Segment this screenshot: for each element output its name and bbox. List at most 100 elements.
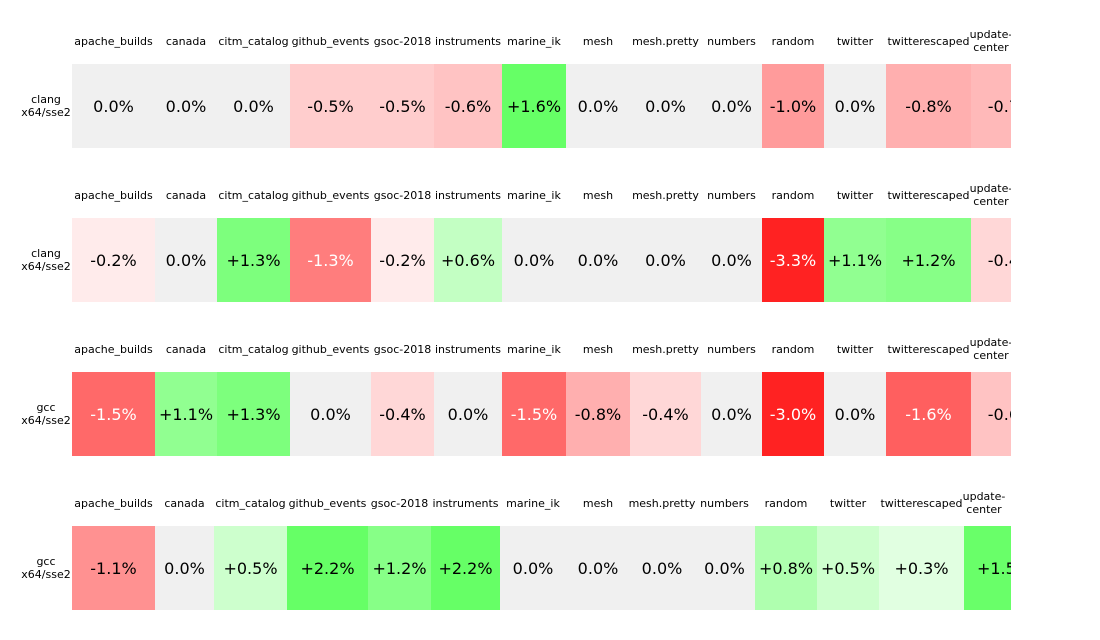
column-header: gsoc-2018 bbox=[373, 35, 432, 48]
column-header: canada bbox=[164, 497, 205, 510]
heatmap-cell: 0.0% bbox=[630, 218, 701, 302]
heatmap-cell: -1.3% bbox=[290, 218, 371, 302]
column-header: mesh.pretty bbox=[628, 497, 696, 510]
column-header: gsoc-2018 bbox=[373, 189, 432, 202]
heatmap-cell: +1.2% bbox=[368, 526, 431, 610]
column-header: numbers bbox=[707, 189, 756, 202]
heatmap-cell: 0.0% bbox=[630, 64, 701, 148]
heatmap-cell: +1.1% bbox=[155, 372, 217, 456]
column-header: update-center bbox=[962, 490, 1006, 516]
heatmap-cell: -0.2% bbox=[371, 218, 434, 302]
heatmap-cell: -0.4% bbox=[630, 372, 701, 456]
heatmap-cell: -0.7% bbox=[971, 64, 1011, 148]
column-header: twitter bbox=[829, 497, 867, 510]
arch: x64/sse2 bbox=[21, 260, 71, 273]
heatmap-cell: +0.8% bbox=[755, 526, 817, 610]
column-header: instruments bbox=[434, 35, 502, 48]
heatmap-cell: 0.0% bbox=[155, 64, 217, 148]
column-header: canada bbox=[165, 35, 207, 48]
heatmap-cell: 0.0% bbox=[824, 372, 886, 456]
heatmap-cell: 0.0% bbox=[824, 64, 886, 148]
compiler: gcc bbox=[36, 401, 56, 414]
arch: x64/sse2 bbox=[21, 414, 71, 427]
column-header: mesh.pretty bbox=[632, 189, 699, 202]
heatmap-cell: +0.3% bbox=[879, 526, 964, 610]
heatmap-cell: +1.3% bbox=[217, 372, 290, 456]
column-header: numbers bbox=[707, 343, 756, 356]
column-header: random bbox=[764, 497, 808, 510]
heatmap-cell: 0.0% bbox=[502, 218, 566, 302]
column-header: mesh.pretty bbox=[632, 35, 699, 48]
column-header: apache_builds bbox=[74, 343, 153, 356]
column-header: numbers bbox=[707, 35, 756, 48]
column-header: twitterescaped bbox=[887, 343, 970, 356]
heatmap-cell: 0.0% bbox=[217, 64, 290, 148]
heatmap-cell: 0.0% bbox=[694, 526, 755, 610]
column-header: citm_catalog bbox=[218, 343, 289, 356]
heatmap-cell: +2.2% bbox=[431, 526, 500, 610]
column-header: gsoc-2018 bbox=[370, 497, 429, 510]
column-header: random bbox=[771, 35, 815, 48]
heatmap-cell: +1.6% bbox=[502, 64, 566, 148]
heatmap-cell: -0.4% bbox=[971, 218, 1011, 302]
arch: x64/sse2 bbox=[21, 106, 71, 119]
column-header: mesh bbox=[582, 497, 614, 510]
column-header: twitter bbox=[836, 343, 874, 356]
column-header: marine_ik bbox=[507, 343, 561, 356]
heatmap-cell: -1.5% bbox=[72, 372, 155, 456]
row-label: gcc x64/sse2 bbox=[10, 555, 82, 581]
heatmap-area: apache_builds 0.0% canada 0.0% citm_catalog 0… bbox=[72, 28, 1011, 610]
heatmap-cell: 0.0% bbox=[500, 526, 566, 610]
column-header: twitterescaped bbox=[887, 35, 970, 48]
heatmap-cell: -0.5% bbox=[371, 64, 434, 148]
heatmap-cell: 0.0% bbox=[701, 218, 762, 302]
heatmap-cell: +1.5% bbox=[964, 526, 1011, 610]
heatmap-cell: +0.5% bbox=[817, 526, 879, 610]
column-header: update-center bbox=[969, 182, 1011, 208]
column-header: instruments bbox=[434, 189, 502, 202]
column-header: mesh bbox=[582, 35, 614, 48]
heatmap-cell: 0.0% bbox=[155, 526, 214, 610]
heatmap-cell: 0.0% bbox=[566, 526, 630, 610]
column-header: marine_ik bbox=[507, 189, 561, 202]
column-header: random bbox=[771, 343, 815, 356]
column-header: apache_builds bbox=[74, 497, 153, 510]
heatmap-cell: 0.0% bbox=[701, 372, 762, 456]
heatmap-cell: -0.2% bbox=[72, 218, 155, 302]
heatmap-cell: 0.0% bbox=[701, 64, 762, 148]
row-label: clang x64/sse2 bbox=[10, 247, 82, 273]
heatmap-cell: -1.1% bbox=[72, 526, 155, 610]
row-label: clang x64/sse2 bbox=[10, 93, 82, 119]
heatmap-cell: 0.0% bbox=[566, 218, 630, 302]
heatmap-cell: -1.0% bbox=[762, 64, 824, 148]
column-header: apache_builds bbox=[74, 189, 153, 202]
heatmap-cell: -3.3% bbox=[762, 218, 824, 302]
column-header: update-center bbox=[969, 28, 1011, 54]
heatmap-cell: -3.0% bbox=[762, 372, 824, 456]
heatmap-cell: -0.8% bbox=[566, 372, 630, 456]
column-header: instruments bbox=[432, 497, 499, 510]
column-header: twitter bbox=[836, 189, 874, 202]
compiler: gcc bbox=[36, 555, 56, 568]
heatmap-cell: 0.0% bbox=[290, 372, 371, 456]
heatmap-cell: +1.3% bbox=[217, 218, 290, 302]
column-header: github_events bbox=[291, 189, 370, 202]
heatmap-cell: -0.6% bbox=[971, 372, 1011, 456]
column-header: citm_catalog bbox=[215, 497, 286, 510]
column-header: numbers bbox=[700, 497, 749, 510]
column-header: twitter bbox=[836, 35, 874, 48]
heatmap-cell: -1.5% bbox=[502, 372, 566, 456]
heatmap-cell: +1.1% bbox=[824, 218, 886, 302]
heatmap-cell: -0.5% bbox=[290, 64, 371, 148]
column-header: citm_catalog bbox=[218, 189, 289, 202]
column-header: github_events bbox=[288, 497, 367, 510]
compiler: clang bbox=[31, 247, 61, 260]
column-header: apache_builds bbox=[74, 35, 153, 48]
column-header: twitterescaped bbox=[880, 497, 963, 510]
column-header: citm_catalog bbox=[218, 35, 289, 48]
heatmap-cell: 0.0% bbox=[630, 526, 694, 610]
heatmap-cell: -1.6% bbox=[886, 372, 971, 456]
heatmap-cell: -0.8% bbox=[886, 64, 971, 148]
arch: x64/sse2 bbox=[21, 568, 71, 581]
